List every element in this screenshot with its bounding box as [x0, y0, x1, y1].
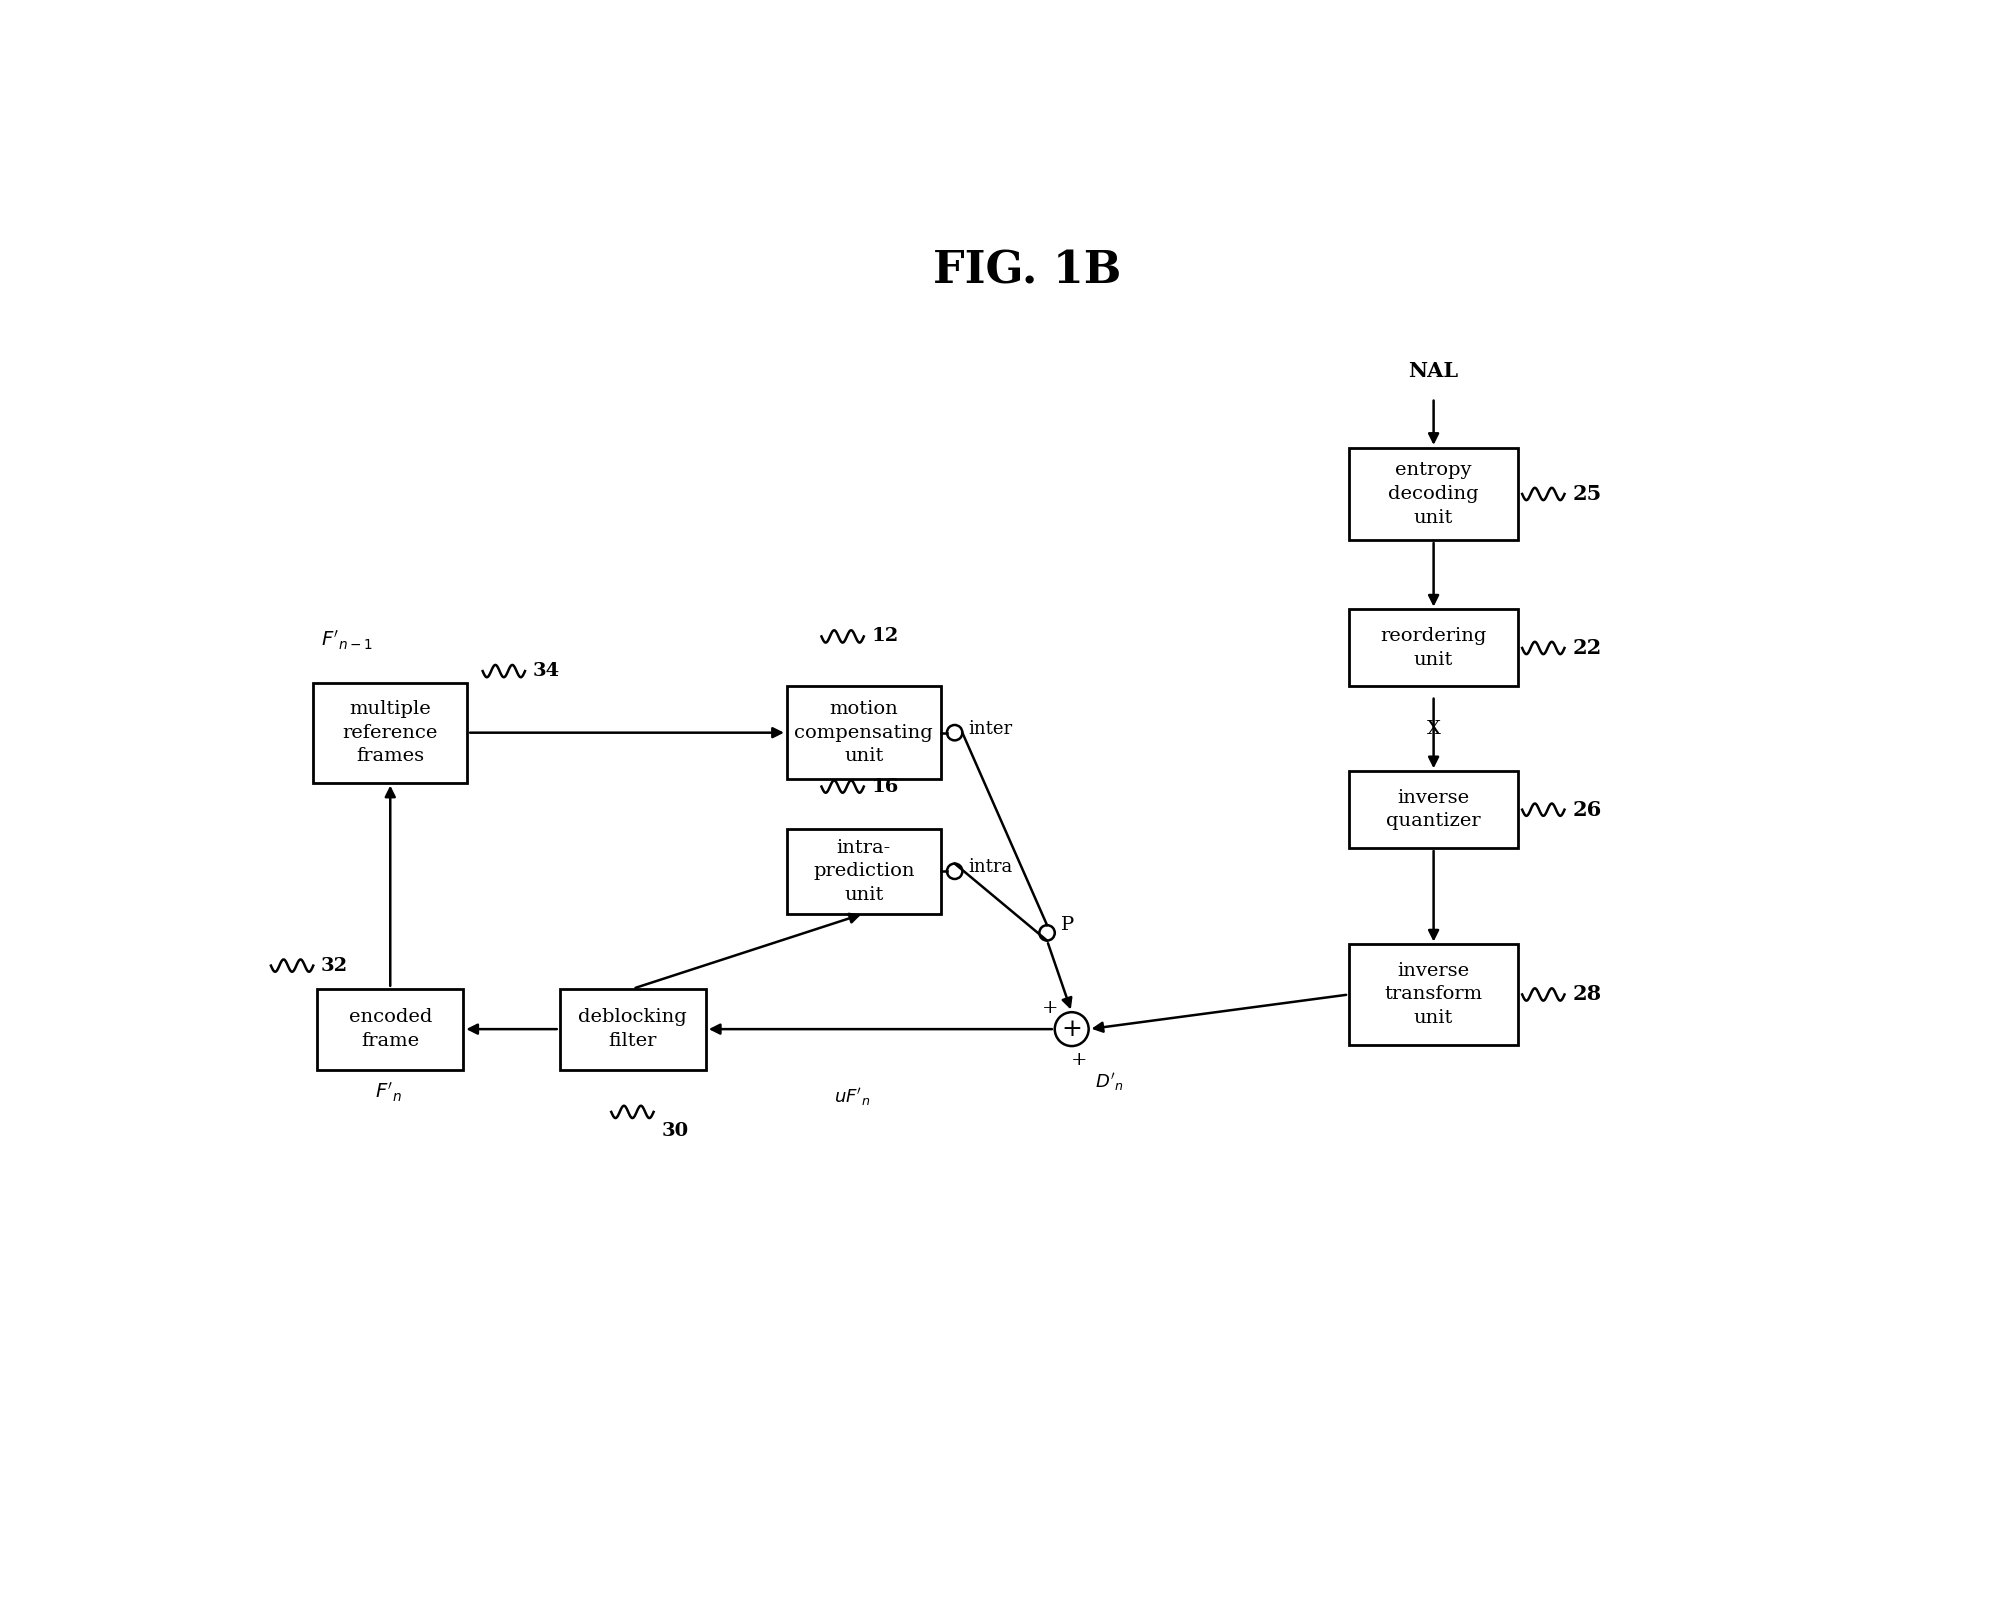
Text: +: +: [1072, 1051, 1088, 1068]
Text: +: +: [1042, 999, 1058, 1017]
Text: 12: 12: [872, 628, 898, 646]
Bar: [313, 683, 467, 783]
Bar: [788, 830, 940, 914]
Text: 22: 22: [1573, 638, 1601, 659]
Text: 25: 25: [1573, 484, 1601, 504]
Text: intra: intra: [968, 859, 1012, 876]
Bar: [559, 989, 705, 1070]
Text: inter: inter: [968, 720, 1012, 738]
Text: 32: 32: [321, 957, 349, 975]
Text: FIG. 1B: FIG. 1B: [934, 249, 1120, 292]
Text: multiple
reference
frames: multiple reference frames: [343, 700, 439, 765]
Text: $uF'_n$: $uF'_n$: [834, 1086, 870, 1107]
Text: motion
compensating
unit: motion compensating unit: [794, 700, 934, 765]
Circle shape: [1054, 1012, 1088, 1046]
Text: 34: 34: [533, 662, 559, 679]
Text: intra-
prediction
unit: intra- prediction unit: [814, 839, 914, 904]
Text: encoded
frame: encoded frame: [349, 1009, 433, 1051]
Text: NAL: NAL: [1409, 362, 1459, 381]
Text: X: X: [1427, 720, 1441, 738]
Text: $D'_n$: $D'_n$: [1094, 1072, 1122, 1093]
Text: 28: 28: [1573, 985, 1601, 1004]
Text: +: +: [1062, 1018, 1082, 1041]
Bar: [317, 989, 463, 1070]
Bar: [788, 686, 940, 780]
Text: entropy
decoding
unit: entropy decoding unit: [1389, 462, 1479, 526]
Text: 30: 30: [661, 1122, 689, 1139]
Text: $F'_{n-1}$: $F'_{n-1}$: [321, 628, 373, 652]
Text: inverse
quantizer: inverse quantizer: [1387, 789, 1481, 831]
Bar: [1349, 771, 1519, 849]
Bar: [1349, 447, 1519, 541]
Bar: [1349, 944, 1519, 1044]
Text: 16: 16: [872, 778, 900, 796]
Bar: [1349, 610, 1519, 686]
Text: P: P: [1060, 917, 1074, 935]
Text: $F'_n$: $F'_n$: [375, 1081, 401, 1104]
Text: 26: 26: [1573, 799, 1601, 820]
Text: inverse
transform
unit: inverse transform unit: [1385, 962, 1483, 1027]
Text: deblocking
filter: deblocking filter: [579, 1009, 687, 1051]
Text: reordering
unit: reordering unit: [1381, 628, 1487, 668]
